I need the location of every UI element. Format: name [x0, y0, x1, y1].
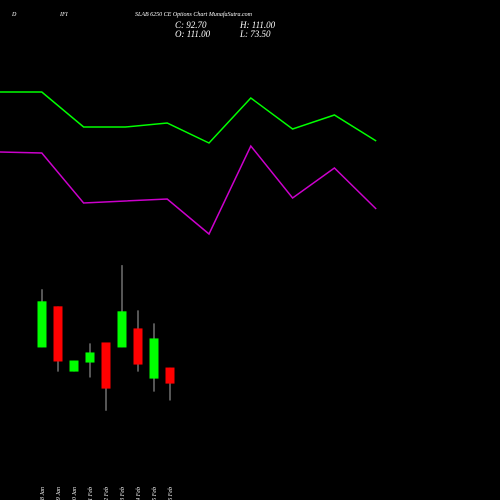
x-tick-label: 30 Jan — [72, 487, 78, 500]
x-tick-label: 03 Feb — [120, 487, 126, 500]
close-label: C: 92.70 — [175, 20, 207, 30]
candle-body — [149, 338, 159, 379]
x-tick-label: 28 Jan — [40, 487, 46, 500]
candle-body — [117, 311, 127, 348]
chart-title: SLAB 6250 CE Options Chart MunafaSutra.c… — [135, 11, 253, 18]
candle-body — [37, 301, 47, 348]
x-tick-label: 06 Feb — [168, 487, 174, 500]
open-label: O: 111.00 — [175, 29, 211, 39]
indicator-line — [0, 91, 377, 144]
candle-body — [101, 342, 111, 389]
x-tick-label: 05 Feb — [152, 487, 158, 500]
candle-body — [133, 328, 143, 365]
candle-body — [53, 306, 63, 362]
x-tick-label: 01 Feb — [88, 487, 94, 500]
indicator-line — [0, 144, 377, 236]
candle-body — [165, 367, 175, 384]
x-tick-label: 29 Jan — [56, 487, 62, 500]
symbol-label: IFI — [59, 12, 69, 18]
period-label: D — [11, 12, 17, 18]
candle-body — [85, 352, 95, 363]
x-tick-label: 02 Feb — [104, 487, 110, 500]
candle-body — [69, 360, 79, 372]
high-label: H: 111.00 — [239, 20, 276, 30]
x-tick-label: 04 Feb — [135, 487, 142, 500]
low-label: L: 73.50 — [239, 29, 271, 39]
